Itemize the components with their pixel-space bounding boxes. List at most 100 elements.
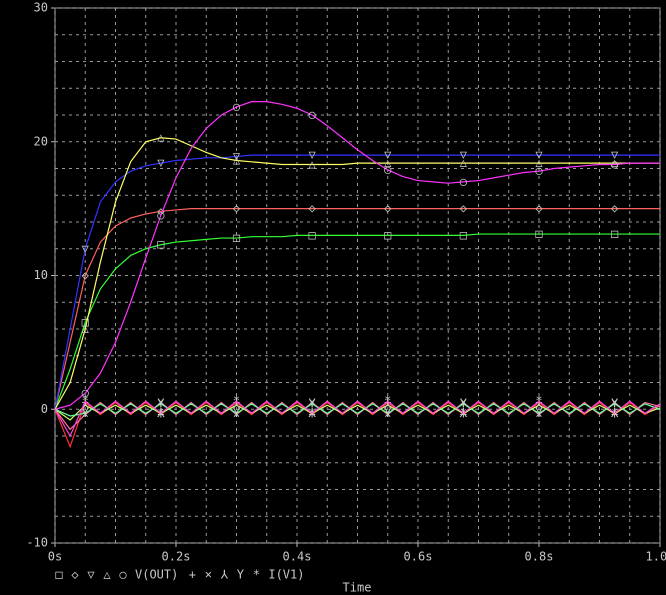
y-tick-label: 10 [34,268,48,282]
trace-marker: * [233,394,240,408]
trace-marker: ○ [82,386,89,400]
trace-marker: Y [82,406,90,420]
trace-marker: □ [535,227,542,241]
trace-marker: △ [82,322,90,336]
trace-marker: * [309,406,316,420]
trace-marker: * [157,406,164,420]
trace-marker: × [309,395,316,409]
trace-marker: ▽ [384,148,392,162]
trace-marker: △ [460,156,468,170]
trace-marker: * [535,394,542,408]
trace-marker: Y [535,406,543,420]
x-tick-label: 0.2s [162,550,191,564]
trace-line [54,400,661,438]
trace-marker: × [611,395,618,409]
trace-marker: ◇ [233,201,241,215]
trace-marker: Y [157,396,165,410]
trace-marker: ◇ [460,201,468,215]
trace-marker: ⅄ [81,398,90,412]
legend-marker: * [253,568,260,582]
trace-marker: ◇ [157,204,165,218]
trace-marker: × [233,407,240,421]
trace-marker: △ [535,156,543,170]
trace-marker: Y [384,406,392,420]
trace-marker: ▽ [460,148,468,162]
legend-marker: □ [55,568,62,582]
y-tick-label: 20 [34,134,48,148]
x-tick-label: 0.6s [404,550,433,564]
trace-marker: ◇ [611,201,619,215]
trace-marker: Y [611,396,619,410]
trace-marker: ○ [233,99,240,113]
x-tick-label: 0.4s [283,550,312,564]
legend-marker: × [205,568,212,582]
trace-marker: + [384,395,391,409]
trace-marker: * [460,406,467,420]
legend-marker: ◇ [71,568,79,582]
trace-marker: ▽ [611,148,619,162]
trace-marker: × [82,407,89,421]
trace-marker: * [384,394,391,408]
trace-marker: ⅄ [534,398,543,412]
trace-marker: ○ [535,164,542,178]
trace-marker: ○ [460,174,467,188]
trace-marker: * [82,394,89,408]
trace-marker: □ [611,227,618,241]
trace-marker: + [535,395,542,409]
y-tick-label: 30 [34,1,48,15]
trace-marker: ◇ [82,268,90,282]
x-tick-label: 0.8s [525,550,554,564]
trace-marker: ○ [384,162,391,176]
trace-marker: ▽ [157,156,165,170]
y-tick-label: -10 [26,536,48,550]
legend-marker: ▽ [87,568,95,582]
legend-label: I(V1) [268,568,304,582]
trace-marker: □ [384,228,391,242]
trace-line [54,403,661,417]
trace-marker: × [384,407,391,421]
trace-line [54,208,660,410]
trace-marker: □ [233,231,240,245]
legend-label: V(OUT) [135,568,178,582]
trace-marker: + [309,407,316,421]
x-tick-label: 1.0s [646,550,666,564]
trace-marker: Y [233,406,241,420]
trace-marker: × [460,395,467,409]
trace-marker: Y [309,396,317,410]
trace-line [54,154,660,410]
trace-marker: ◇ [535,201,543,215]
legend-marker: △ [103,568,111,582]
trace-marker: ◇ [309,201,317,215]
trace-marker: □ [309,228,316,242]
trace-marker: × [157,395,164,409]
legend-marker: + [189,568,196,582]
x-tick-label: 0s [48,550,62,564]
trace-marker: ○ [157,208,164,222]
trace-marker: ▽ [233,149,241,163]
trace-marker: ○ [309,108,316,122]
trace-marker: + [611,407,618,421]
trace-marker: △ [384,156,392,170]
trace-marker: □ [82,315,89,329]
legend-marker: ○ [119,568,126,582]
trace-marker: ⅄ [383,398,392,412]
legend-marker: Y [237,568,245,582]
trace-marker: + [233,395,240,409]
trace-line [54,404,661,421]
trace-marker: □ [157,237,164,251]
trace-line [54,101,660,410]
trace-marker: ▽ [82,241,90,255]
trace-marker: ▽ [309,148,317,162]
trace-line [54,137,660,410]
trace-marker: △ [157,130,165,144]
trace-marker: Y [460,396,468,410]
trace-line [54,233,660,410]
x-axis-label: Time [343,581,372,595]
trace-marker: ⅄ [232,398,241,412]
trace-marker: ▽ [535,148,543,162]
trace-marker: * [611,406,618,420]
legend-marker: ⅄ [220,568,229,582]
trace-marker: △ [309,157,317,171]
trace-marker: □ [460,228,467,242]
